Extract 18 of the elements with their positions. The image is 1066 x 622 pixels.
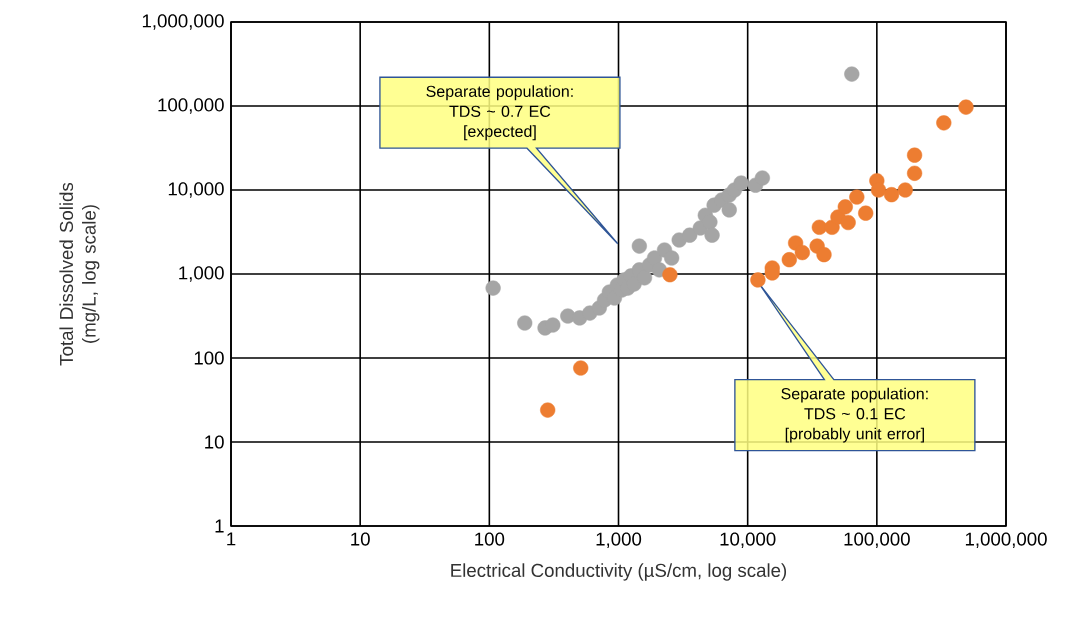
y-tick-label: 100	[194, 351, 224, 365]
y-axis-title: Total Dissolved Solids (mg/L, log scale)	[59, 182, 100, 366]
x-axis-title: Electrical Conductivity (µS/cm, log scale)	[451, 563, 787, 581]
y-tick-label: 10,000	[168, 182, 224, 198]
x-tick-label: 1,000,000	[965, 532, 1047, 548]
x-tick-label: 10	[351, 532, 370, 546]
y-tick-label: 1	[215, 519, 224, 533]
x-tick-label: 1	[227, 532, 236, 546]
x-tick-label: 100,000	[844, 532, 910, 548]
x-tick-label: 100	[475, 532, 505, 546]
annotation: Separate population: TDS ~ 0.1 EC [probably unit error]	[781, 387, 928, 443]
y-tick-label: 1,000	[179, 266, 224, 282]
annotation: Separate population: TDS ~ 0.7 EC [expected]	[426, 85, 573, 141]
x-tick-label: 1,000	[596, 532, 642, 548]
y-tick-label: 10	[205, 435, 224, 449]
y-tick-label: 100,000	[158, 98, 224, 114]
x-tick-label: 10,000	[720, 532, 776, 548]
y-tick-label: 1,000,000	[142, 14, 224, 30]
